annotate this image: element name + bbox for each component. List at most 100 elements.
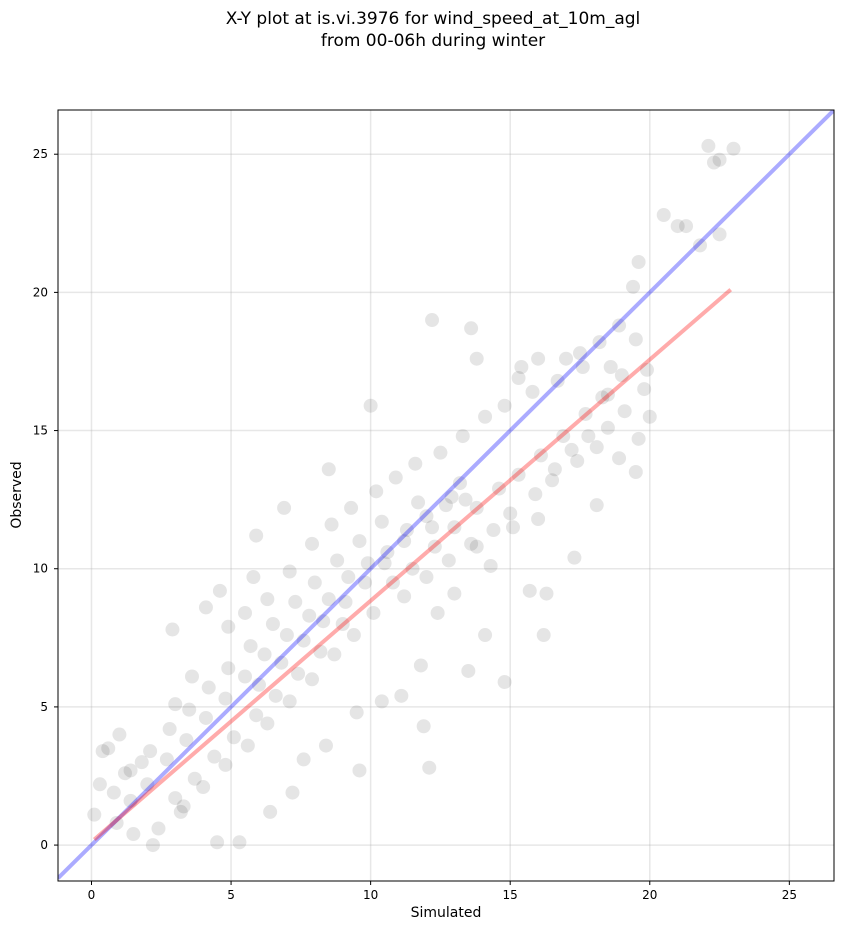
data-point: [218, 691, 233, 706]
data-point: [439, 498, 453, 513]
data-point: [221, 661, 236, 676]
data-point: [327, 647, 342, 662]
data-point: [458, 492, 473, 507]
data-point: [388, 470, 403, 485]
data-point: [251, 677, 266, 692]
data-point: [151, 821, 166, 836]
data-point: [366, 605, 381, 620]
data-point: [140, 777, 155, 792]
data-point: [419, 570, 434, 585]
data-point: [575, 360, 590, 374]
data-point: [405, 561, 420, 576]
data-point: [478, 409, 493, 424]
data-point: [243, 639, 258, 654]
data-point: [505, 520, 520, 535]
regression-line: [92, 288, 733, 842]
data-point: [263, 804, 278, 819]
data-point: [182, 702, 197, 717]
data-point: [145, 838, 160, 853]
data-point: [483, 558, 498, 573]
data-point: [313, 644, 328, 659]
data-point: [533, 448, 548, 463]
data-point: [106, 785, 121, 800]
data-point: [522, 583, 537, 598]
x-tick-label: 10: [363, 888, 378, 902]
data-point: [321, 462, 336, 477]
data-point: [572, 346, 587, 361]
data-point: [212, 583, 227, 598]
data-point: [464, 536, 479, 551]
data-point: [143, 744, 158, 759]
data-point: [249, 708, 264, 723]
data-point: [528, 487, 543, 502]
data-point: [226, 730, 241, 745]
data-point: [397, 589, 412, 604]
data-point: [377, 556, 392, 571]
data-point: [706, 155, 721, 170]
data-point: [545, 473, 560, 488]
data-point: [539, 586, 554, 601]
data-point: [637, 382, 652, 397]
data-point: [240, 738, 255, 753]
data-point: [536, 628, 551, 643]
data-point: [162, 722, 177, 737]
data-point: [221, 619, 236, 634]
data-point: [469, 500, 484, 515]
data-point: [369, 484, 384, 499]
data-point: [176, 799, 191, 814]
data-point: [416, 719, 431, 734]
data-point: [238, 605, 253, 620]
data-point: [349, 705, 364, 720]
data-point: [394, 688, 409, 703]
data-point: [603, 360, 618, 374]
data-point: [198, 710, 213, 725]
data-point: [117, 766, 132, 781]
data-point: [341, 570, 356, 585]
data-point: [411, 495, 426, 510]
data-point: [363, 398, 378, 413]
data-point: [639, 362, 654, 377]
data-point: [282, 694, 297, 709]
data-point: [321, 592, 336, 607]
data-point: [346, 628, 361, 643]
data-point: [712, 152, 727, 167]
data-point: [511, 467, 526, 482]
data-point: [486, 523, 501, 538]
data-point: [469, 539, 484, 554]
data-point: [210, 835, 225, 850]
data-point: [600, 420, 615, 435]
x-tick-label: 25: [782, 888, 797, 902]
data-point: [330, 553, 345, 568]
data-point: [628, 465, 643, 480]
data-point: [419, 509, 434, 524]
data-point: [285, 785, 300, 800]
data-point: [612, 451, 627, 466]
data-point: [187, 771, 202, 786]
data-point: [612, 318, 627, 333]
plot-frame: [57, 109, 835, 882]
y-tick-label: 0: [40, 838, 48, 852]
data-point: [556, 429, 571, 444]
data-point: [469, 351, 484, 366]
data-point: [455, 429, 470, 444]
data-point: [324, 517, 339, 532]
data-point: [452, 476, 467, 491]
chart-title: X-Y plot at is.vi.3976 for wind_speed_at…: [0, 8, 843, 52]
data-point: [307, 575, 322, 590]
data-point: [291, 666, 306, 681]
data-point: [617, 404, 632, 419]
data-point: [670, 219, 685, 234]
data-point: [335, 617, 350, 631]
data-point: [726, 141, 741, 156]
data-point: [360, 556, 375, 571]
x-tick-label: 5: [227, 888, 235, 902]
data-point: [218, 757, 233, 772]
data-point: [433, 445, 448, 460]
data-point: [380, 545, 395, 560]
data-point: [112, 727, 127, 742]
y-axis-label: Observed: [9, 461, 25, 529]
data-point: [249, 528, 264, 543]
data-point: [173, 804, 188, 819]
data-point: [547, 462, 562, 477]
data-point: [570, 453, 585, 468]
